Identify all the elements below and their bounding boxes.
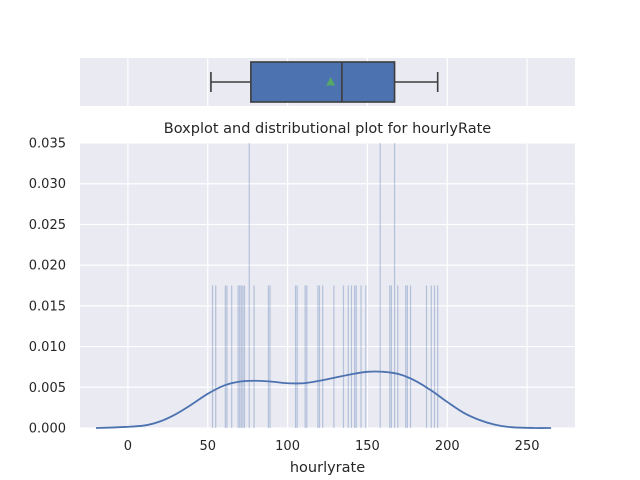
y-axis-ticks: 0.000 0.005 0.010 0.015 0.020 0.025 0.030 0.035: [29, 137, 66, 437]
y-tick-label: 0.030: [29, 177, 66, 192]
kde-layer: [95, 370, 552, 429]
x-tick-label: 200: [435, 439, 460, 454]
histogram-bar: [243, 285, 246, 428]
histogram-bar: [437, 285, 439, 428]
x-tick-label: 100: [275, 439, 300, 454]
distribution-panel: 0 50 100 150 200 250 0.000 0.005 0.010 0.015 0.02…: [29, 137, 575, 454]
histogram-bar: [365, 285, 367, 428]
histogram-bar: [425, 285, 428, 428]
histogram-bar: [296, 285, 298, 428]
histogram-bar: [269, 285, 271, 428]
histogram-bar: [242, 285, 244, 428]
x-tick-label: 250: [515, 439, 540, 454]
histogram-bar: [231, 285, 233, 428]
x-tick-label: 50: [199, 439, 216, 454]
histogram-bar: [350, 285, 353, 428]
histogram-bar: [211, 285, 214, 428]
y-tick-label: 0.010: [29, 340, 66, 355]
mean-marker: [326, 77, 336, 86]
interquartile-box: [250, 61, 396, 103]
y-tick-label: 0.025: [29, 218, 66, 233]
y-tick-label: 0.005: [29, 381, 66, 396]
histogram-bar: [248, 143, 250, 428]
histogram-bar: [294, 285, 297, 428]
kde-curve: [95, 370, 552, 429]
histogram-bar: [215, 285, 217, 428]
histogram-bar: [347, 285, 349, 428]
histogram-bar: [433, 285, 436, 428]
x-axis-ticks: 0 50 100 150 200 250: [124, 439, 540, 454]
distribution-background: [80, 143, 575, 428]
histogram-bar: [409, 285, 412, 428]
y-tick-label: 0.000: [29, 422, 66, 437]
histogram-bar: [430, 285, 432, 428]
histogram-bar: [355, 285, 357, 428]
histogram-bar: [224, 285, 226, 428]
histogram-bar: [226, 285, 228, 428]
histogram-bar: [390, 285, 392, 428]
histogram-bar: [405, 285, 407, 428]
histogram-bar: [322, 285, 324, 428]
y-tick-label: 0.015: [29, 299, 66, 314]
histogram-bar: [317, 285, 319, 428]
x-axis-title: hourlyrate: [290, 460, 365, 476]
histogram-bar: [406, 285, 408, 428]
histogram-bar: [240, 285, 242, 428]
histogram-bar: [318, 285, 321, 428]
histogram-bar: [333, 285, 335, 428]
histogram-bar: [304, 285, 306, 428]
x-tick-label: 0: [124, 439, 132, 454]
boxplot-marks: [210, 61, 439, 103]
histogram-bar: [397, 285, 399, 428]
histogram-bar: [239, 285, 241, 428]
histogram-bar: [267, 285, 270, 428]
histogram-bar: [379, 143, 381, 428]
histogram-bar: [342, 285, 345, 428]
histogram-bar: [360, 285, 362, 428]
histogram-bar: [393, 143, 396, 428]
histogram-bars: [211, 143, 439, 428]
boxplot-panel: [80, 58, 575, 106]
histogram-bar: [306, 285, 308, 428]
distribution-gridlines: [80, 142, 575, 429]
histogram-bar: [389, 285, 391, 428]
x-tick-label: 150: [355, 439, 380, 454]
chart-title: Boxplot and distributional plot for hour…: [164, 121, 491, 137]
histogram-bar: [237, 285, 239, 428]
y-tick-label: 0.020: [29, 259, 66, 274]
histogram-bar: [354, 285, 356, 428]
y-tick-label: 0.035: [29, 137, 66, 152]
histogram-bar: [253, 285, 255, 428]
